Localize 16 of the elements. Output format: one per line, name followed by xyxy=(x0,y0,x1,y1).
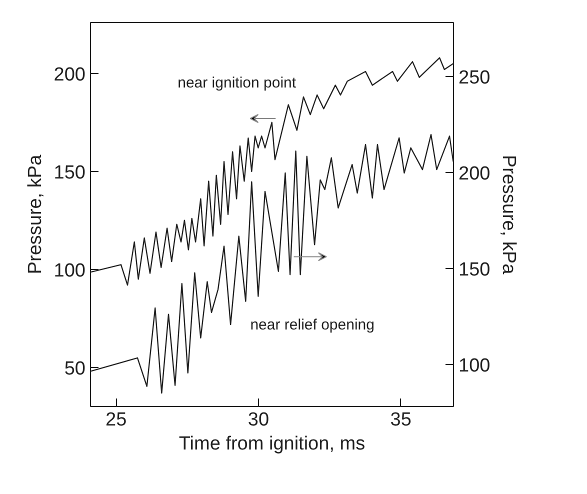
y2-tick-label: 100 xyxy=(458,355,490,376)
y-axis-title: Pressure, kPa xyxy=(24,154,46,274)
y2-tick-label: 200 xyxy=(458,163,490,184)
series-label: near relief opening xyxy=(250,316,374,334)
series-label: near ignition point xyxy=(178,74,297,92)
x-tick-label: 35 xyxy=(390,410,412,430)
x-tick-label: 30 xyxy=(248,410,270,430)
y2-axis-title: Pressure, kPa xyxy=(498,154,520,275)
y2-tick-label: 250 xyxy=(458,67,490,88)
y-tick-label: 100 xyxy=(54,260,86,282)
y2-tick-label: 150 xyxy=(458,259,490,280)
y-tick-label: 50 xyxy=(64,358,86,380)
x-tick-label: 25 xyxy=(106,410,127,430)
y-tick-label: 200 xyxy=(54,64,86,86)
y-tick-label: 150 xyxy=(54,162,86,184)
x-axis-title: Time from ignition, ms xyxy=(178,434,366,454)
